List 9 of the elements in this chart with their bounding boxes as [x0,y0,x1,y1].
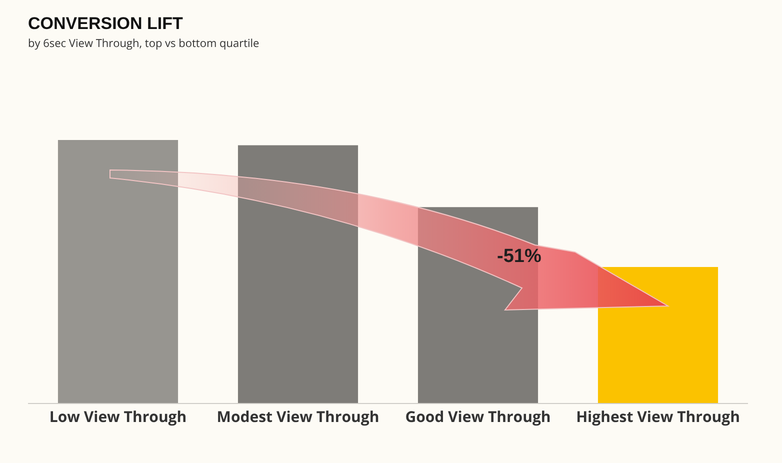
bar [58,140,178,403]
x-tick-label: Highest View Through [576,407,740,427]
x-tick-label: Good View Through [405,407,551,427]
chart-subtitle: by 6sec View Through, top vs bottom quartile [28,36,260,51]
annotation: -51% [497,246,542,268]
bar [598,267,718,403]
x-tick-label: Low View Through [49,407,187,427]
x-tick-label: Modest View Through [216,407,380,427]
chart-title: CONVERSION LIFT [28,14,184,33]
